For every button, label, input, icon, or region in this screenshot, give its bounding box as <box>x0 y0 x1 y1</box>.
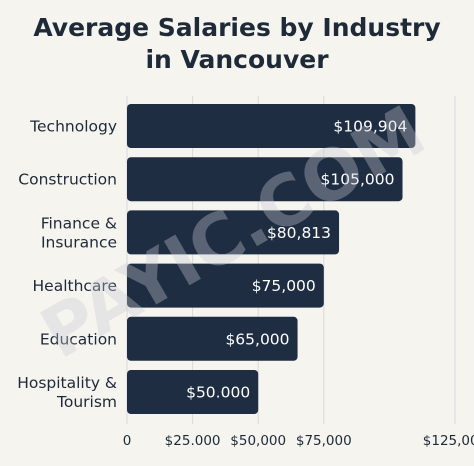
bar-value-label: $80,813 <box>267 224 331 242</box>
bar-value-label: $50.000 <box>186 384 250 402</box>
category-label: Construction <box>18 171 117 189</box>
category-label: Healthcare <box>33 277 118 295</box>
bar-value-label: $105,000 <box>321 171 395 189</box>
bar <box>127 370 259 414</box>
bar <box>127 157 403 202</box>
grid-lines <box>126 96 456 424</box>
bar <box>127 104 416 148</box>
chart-title-line-1: Average Salaries by Industry <box>33 13 441 42</box>
chart-title: Average Salaries by Industry in Vancouve… <box>0 12 474 76</box>
category-label: Tourism <box>56 393 117 411</box>
bars: $109,904 $105,000 $80,813 $75,000 $65,000 $50… <box>127 104 416 414</box>
bar-value-label: $65,000 <box>225 330 289 348</box>
x-tick-label: $125,000 <box>423 433 474 449</box>
bar-value-label: $109,904 <box>333 118 407 136</box>
category-label: Technology <box>29 118 117 136</box>
x-tick-label: $75,000 <box>296 433 352 449</box>
bar <box>127 263 324 308</box>
bar <box>127 316 298 361</box>
category-label: Education <box>40 330 117 348</box>
category-label: Finance & <box>41 214 117 232</box>
category-label: Hospitality & <box>17 374 117 392</box>
x-axis-ticks: 0 $25.000 $50,000 $75,000 $125,000 <box>123 433 474 449</box>
bar-value-label: $75,000 <box>252 277 316 295</box>
bar <box>127 210 340 255</box>
category-labels: Technology Construction Finance &Insurance… <box>17 118 117 412</box>
category-label: Insurance <box>41 233 117 251</box>
chart-title-line-2: in Vancouver <box>145 45 329 74</box>
x-tick-label: 0 <box>123 433 132 449</box>
x-tick-label: $50,000 <box>230 433 286 449</box>
x-tick-label: $25.000 <box>165 433 221 449</box>
